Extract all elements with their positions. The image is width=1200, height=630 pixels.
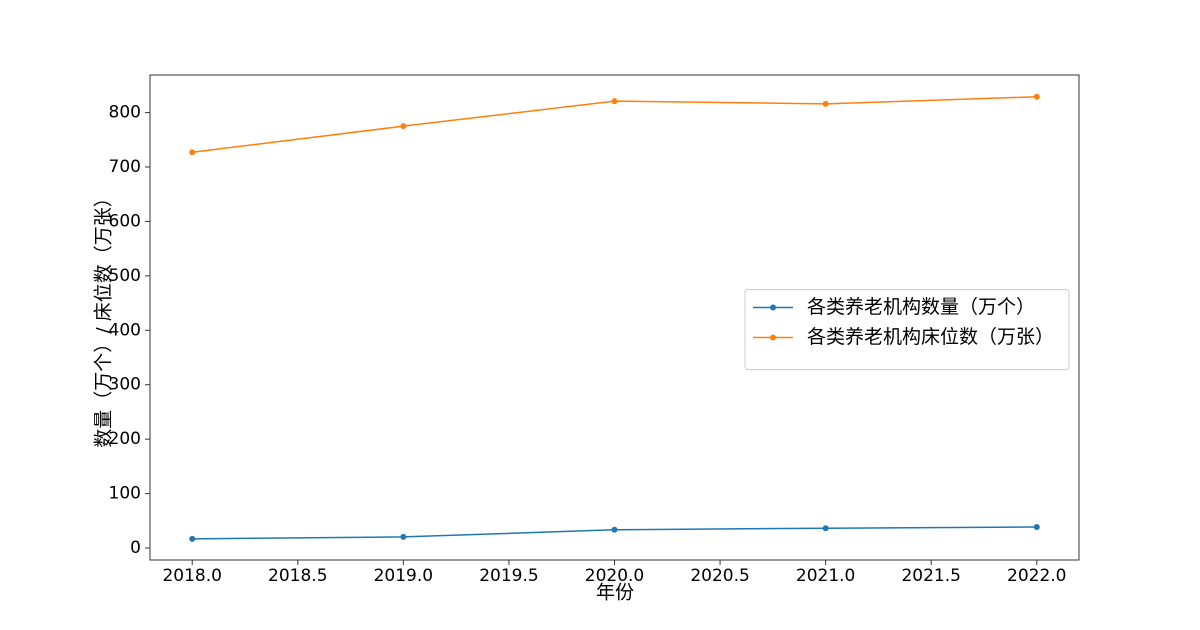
y-axis-label: 数量（万个）/ 床位数（万张） (93, 188, 115, 447)
legend-label: 各类养老机构数量（万个） (807, 296, 1035, 318)
data-point (1033, 93, 1040, 100)
data-point (1033, 523, 1040, 530)
x-tick-label: 2021.5 (901, 566, 960, 586)
legend-box (744, 289, 1070, 370)
data-point (189, 535, 196, 542)
x-tick-label: 2022.0 (1007, 566, 1066, 586)
data-point (400, 533, 407, 540)
x-tick-label: 2018.0 (162, 566, 221, 586)
y-tick-label: 0 (130, 538, 141, 558)
x-tick-label: 2020.5 (690, 566, 749, 586)
x-tick-label: 2019.5 (479, 566, 538, 586)
legend-label: 各类养老机构床位数（万张） (807, 326, 1054, 348)
y-tick-label: 600 (109, 211, 141, 231)
series-line (192, 96, 1037, 154)
data-point (189, 149, 196, 156)
y-tick-label: 500 (109, 266, 141, 286)
y-tick-label: 700 (109, 157, 141, 177)
legend-marker (770, 334, 776, 341)
y-tick-label: 200 (109, 429, 141, 449)
legend-marker (770, 304, 776, 311)
y-tick-label: 100 (109, 484, 141, 504)
x-tick-label: 2018.5 (268, 566, 327, 586)
x-tick-label: 2020.0 (585, 566, 644, 586)
y-tick-label: 400 (109, 320, 141, 340)
data-point (822, 100, 829, 107)
data-point (822, 525, 829, 532)
x-tick-label: 2021.0 (796, 566, 855, 586)
x-axis-label: 年份 (596, 582, 634, 604)
y-tick-label: 300 (109, 375, 141, 395)
data-point (611, 98, 618, 105)
data-point (611, 526, 618, 533)
x-tick-label: 2019.0 (374, 566, 433, 586)
data-point (400, 123, 407, 130)
y-tick-label: 800 (109, 103, 141, 123)
